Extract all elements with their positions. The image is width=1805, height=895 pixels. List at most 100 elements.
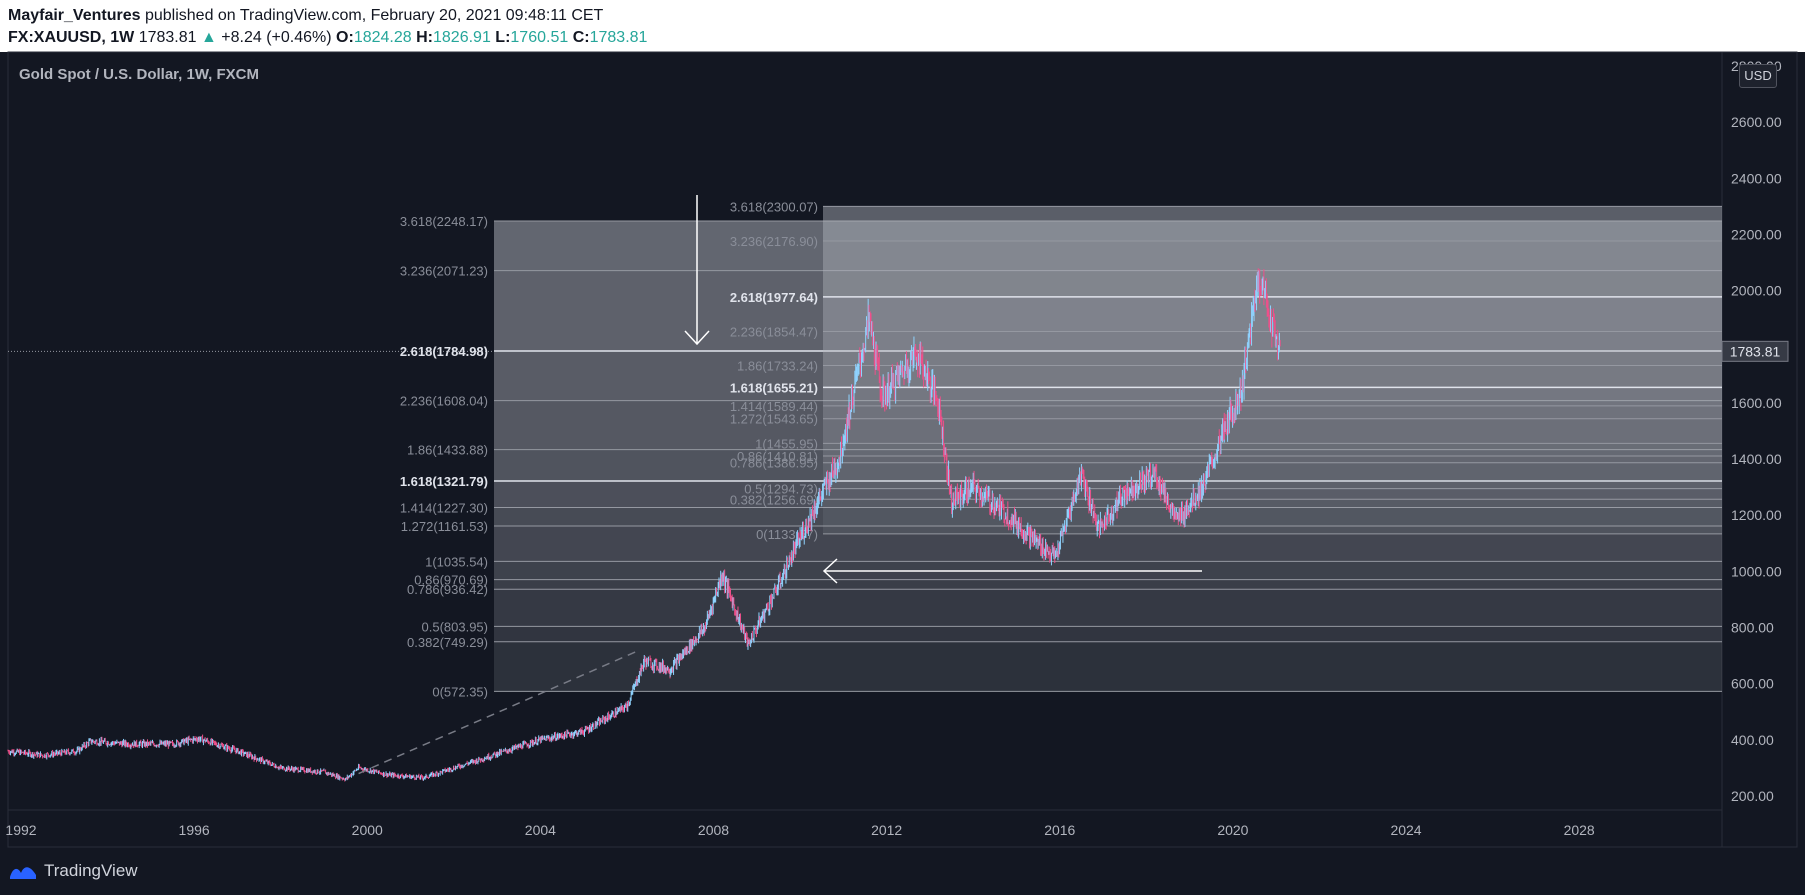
fib1-zone (494, 481, 1722, 508)
footer-brand[interactable]: TradingView (8, 858, 138, 884)
fib1-level-label: 3.236(2071.23) (400, 264, 488, 279)
x-tick-label: 2008 (698, 822, 729, 838)
fib2-level-label: 3.236(2176.90) (730, 234, 818, 249)
price-change: +8.24 (+0.46%) (221, 29, 332, 46)
last-price-tag (1721, 340, 1789, 362)
up-arrow-icon: ▲ (200, 29, 217, 46)
fib1-level-label: 2.236(1608.04) (400, 394, 488, 409)
fib2-level-label: 1.272(1543.65) (730, 412, 818, 427)
close-value: 1783.81 (589, 29, 648, 46)
fib2-level-label: 1.86(1733.24) (737, 359, 818, 374)
close-label: C: (572, 29, 590, 46)
fib1-level-label: 0.5(803.95) (422, 619, 489, 634)
fib2-zone (823, 405, 1722, 419)
y-tick-label: 600.00 (1731, 676, 1774, 692)
down-arrow-head-icon (684, 330, 710, 346)
fib2-level-label: 3.618(2300.07) (730, 199, 818, 214)
fib2-zone (823, 240, 1722, 297)
fib2-zone (823, 365, 1722, 388)
fib2-level-label: 0.5(1294.73) (744, 482, 818, 497)
y-tick-label: 1000.00 (1731, 563, 1782, 579)
x-tick-label: 2028 (1564, 822, 1595, 838)
left-arrow-head-icon (822, 558, 838, 584)
y-tick-label: 2200.00 (1731, 226, 1782, 242)
open-label: O: (336, 29, 354, 46)
fib1-zone (494, 220, 1722, 271)
fib1-zone (494, 270, 1722, 351)
fib1-level-label: 1.414(1227.30) (400, 501, 488, 516)
fib1-zone (494, 641, 1722, 692)
x-tick-label: 2012 (871, 822, 902, 838)
fib2-zone (823, 418, 1722, 444)
x-tick-label: 2004 (525, 822, 556, 838)
fib2-level-label: 1.414(1589.44) (730, 399, 818, 414)
fib1-level-label: 0.86(970.69) (414, 573, 488, 588)
fib1-level-label: 2.618(1784.98) (400, 344, 488, 359)
y-tick-label: 800.00 (1731, 620, 1774, 636)
footer-brand-label: TradingView (44, 861, 138, 880)
trend-line (358, 649, 641, 775)
last-price: 1783.81 (138, 29, 197, 46)
fib2-level-label: 0.382(1256.69) (730, 492, 818, 507)
fib2-level-label: 2.618(1977.64) (730, 290, 818, 305)
fib1-level-label: 0(572.35) (432, 684, 488, 699)
open-value: 1824.28 (353, 29, 412, 46)
fib1-level-label: 1.272(1161.53) (401, 519, 488, 534)
fib1-zone (494, 526, 1722, 562)
y-tick-label: 200.00 (1731, 788, 1774, 804)
fib1-zone (494, 400, 1722, 450)
fib1-zone (494, 626, 1722, 642)
publish-info: Mayfair_Ventures published on TradingVie… (8, 7, 603, 25)
high-label: H: (416, 29, 433, 46)
fib2-zone (823, 387, 1722, 406)
fib2-level-label: 1.618(1655.21) (730, 380, 818, 395)
x-tick-label: 2000 (352, 822, 383, 838)
high-value: 1826.91 (433, 29, 491, 46)
fib1-level-label: 3.618(2248.17) (400, 214, 488, 229)
y-tick-label: 2000.00 (1731, 283, 1782, 299)
symbol-label: FX:XAUUSD, 1W (8, 29, 135, 46)
fib1-level-label: 0.786(936.42) (407, 582, 488, 597)
y-tick-label: 1400.00 (1731, 451, 1782, 467)
x-tick-label: 2024 (1390, 822, 1421, 838)
y-tick-label: 1200.00 (1731, 507, 1782, 523)
fib2-level-label: 0.786(1386.95) (730, 456, 818, 471)
fib1-zone (494, 350, 1722, 401)
fib1-level-label: 0.382(749.29) (407, 635, 488, 650)
fib1-level-label: 1.618(1321.79) (400, 474, 488, 489)
last-price-tag-label: 1783.81 (1730, 343, 1781, 359)
currency-badge[interactable]: USD (1739, 64, 1777, 88)
fib2-zone (823, 206, 1722, 241)
x-tick-label: 2016 (1044, 822, 1075, 838)
y-tick-label: 1600.00 (1731, 395, 1782, 411)
ohlc-legend: FX:XAUUSD, 1W 1783.81 ▲ +8.24 (+0.46%) O… (8, 29, 647, 47)
fib1-level-label: 1(1035.54) (425, 554, 488, 569)
author-name[interactable]: Mayfair_Ventures (8, 7, 141, 24)
fib1-zone (494, 449, 1722, 482)
low-value: 1760.51 (510, 29, 569, 46)
low-label: L: (495, 29, 511, 46)
fib2-zone (823, 443, 1722, 457)
fib1-zone (494, 507, 1722, 527)
fib1-level-label: 1.86(1433.88) (407, 443, 488, 458)
y-tick-label: 2600.00 (1731, 114, 1782, 130)
chart-title: Gold Spot / U.S. Dollar, 1W, FXCM (19, 66, 260, 83)
x-tick-label: 1996 (179, 822, 210, 838)
published-text: published on TradingView.com, February 2… (140, 7, 604, 24)
publish-header: Mayfair_Ventures published on TradingVie… (0, 0, 1805, 52)
y-tick-label: 2400.00 (1731, 170, 1782, 186)
fib2-level-label: 2.236(1854.47) (730, 324, 818, 339)
fib2-zone (823, 331, 1722, 366)
fib2-zone (823, 499, 1722, 534)
x-tick-label: 1992 (5, 822, 36, 838)
fib2-level-label: 0.86(1410.81) (737, 449, 818, 464)
y-tick-label: 400.00 (1731, 732, 1774, 748)
tradingview-logo-icon (10, 867, 36, 879)
fib1-zone (494, 589, 1722, 627)
fib2-zone (823, 488, 1722, 500)
fib2-zone (823, 456, 1722, 463)
fib2-level-label: 1(1455.95) (755, 436, 818, 451)
fib1-zone (494, 579, 1722, 590)
x-tick-label: 2020 (1217, 822, 1248, 838)
